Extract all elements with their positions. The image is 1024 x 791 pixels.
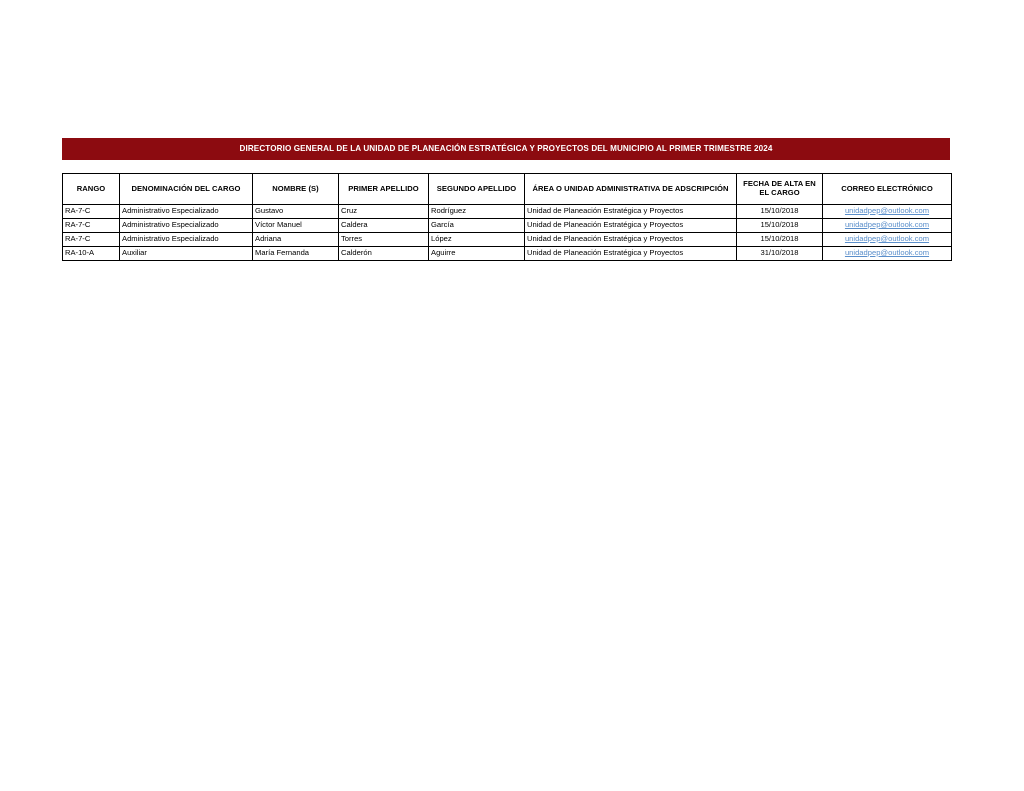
cell-nombre: Víctor Manuel xyxy=(252,218,339,233)
directory-sheet: DIRECTORIO GENERAL DE LA UNIDAD DE PLANE… xyxy=(62,138,952,261)
cell-correo: unidadpep@outlook.com xyxy=(822,232,952,247)
column-header-rango: RANGO xyxy=(62,173,120,205)
column-header-nombre: NOMBRE (S) xyxy=(252,173,339,205)
cell-nombre: Gustavo xyxy=(252,204,339,219)
cell-nombre: María Fernanda xyxy=(252,246,339,261)
cell-denominacion: Administrativo Especializado xyxy=(119,204,253,219)
document-title-banner: DIRECTORIO GENERAL DE LA UNIDAD DE PLANE… xyxy=(62,138,950,160)
cell-fecha-alta: 15/10/2018 xyxy=(736,204,823,219)
cell-fecha-alta: 31/10/2018 xyxy=(736,246,823,261)
table-row: RA-10-A Auxiliar María Fernanda Calderón… xyxy=(62,246,952,261)
cell-nombre: Adriana xyxy=(252,232,339,247)
cell-denominacion: Administrativo Especializado xyxy=(119,218,253,233)
page-title: DIRECTORIO GENERAL DE LA UNIDAD DE PLANE… xyxy=(239,143,773,153)
cell-denominacion: Administrativo Especializado xyxy=(119,232,253,247)
table-header: RANGO DENOMINACIÓN DEL CARGO NOMBRE (S) … xyxy=(62,173,952,205)
cell-denominacion: Auxiliar xyxy=(119,246,253,261)
table-body: RA-7-C Administrativo Especializado Gust… xyxy=(62,204,952,261)
table-row: RA-7-C Administrativo Especializado Víct… xyxy=(62,218,952,233)
column-header-segundo-apellido: SEGUNDO APELLIDO xyxy=(428,173,525,205)
cell-segundo-apellido: Rodríguez xyxy=(428,204,525,219)
cell-area: Unidad de Planeación Estratégica y Proye… xyxy=(524,218,737,233)
cell-area: Unidad de Planeación Estratégica y Proye… xyxy=(524,246,737,261)
cell-rango: RA-7-C xyxy=(62,232,120,247)
cell-primer-apellido: Torres xyxy=(338,232,429,247)
cell-rango: RA-7-C xyxy=(62,204,120,219)
cell-correo: unidadpep@outlook.com xyxy=(822,218,952,233)
cell-segundo-apellido: García xyxy=(428,218,525,233)
table-row: RA-7-C Administrativo Especializado Gust… xyxy=(62,204,952,219)
cell-correo: unidadpep@outlook.com xyxy=(822,246,952,261)
cell-rango: RA-7-C xyxy=(62,218,120,233)
column-header-primer-apellido: PRIMER APELLIDO xyxy=(338,173,429,205)
cell-area: Unidad de Planeación Estratégica y Proye… xyxy=(524,232,737,247)
column-header-area: ÁREA O UNIDAD ADMINISTRATIVA DE ADSCRIPC… xyxy=(524,173,737,205)
email-link[interactable]: unidadpep@outlook.com xyxy=(844,206,930,216)
table-row: RA-7-C Administrativo Especializado Adri… xyxy=(62,232,952,247)
email-link[interactable]: unidadpep@outlook.com xyxy=(844,220,930,230)
table-header-row: RANGO DENOMINACIÓN DEL CARGO NOMBRE (S) … xyxy=(62,173,952,205)
column-header-denominacion: DENOMINACIÓN DEL CARGO xyxy=(119,173,253,205)
cell-primer-apellido: Cruz xyxy=(338,204,429,219)
cell-fecha-alta: 15/10/2018 xyxy=(736,218,823,233)
directory-table: RANGO DENOMINACIÓN DEL CARGO NOMBRE (S) … xyxy=(62,173,952,261)
email-link[interactable]: unidadpep@outlook.com xyxy=(844,248,930,258)
cell-primer-apellido: Calderón xyxy=(338,246,429,261)
cell-fecha-alta: 15/10/2018 xyxy=(736,232,823,247)
cell-primer-apellido: Caldera xyxy=(338,218,429,233)
column-header-fecha-alta: FECHA DE ALTA EN EL CARGO xyxy=(736,173,823,205)
cell-area: Unidad de Planeación Estratégica y Proye… xyxy=(524,204,737,219)
cell-segundo-apellido: López xyxy=(428,232,525,247)
column-header-correo: CORREO ELECTRÓNICO xyxy=(822,173,952,205)
email-link[interactable]: unidadpep@outlook.com xyxy=(844,234,930,244)
cell-segundo-apellido: Aguirre xyxy=(428,246,525,261)
cell-rango: RA-10-A xyxy=(62,246,120,261)
cell-correo: unidadpep@outlook.com xyxy=(822,204,952,219)
